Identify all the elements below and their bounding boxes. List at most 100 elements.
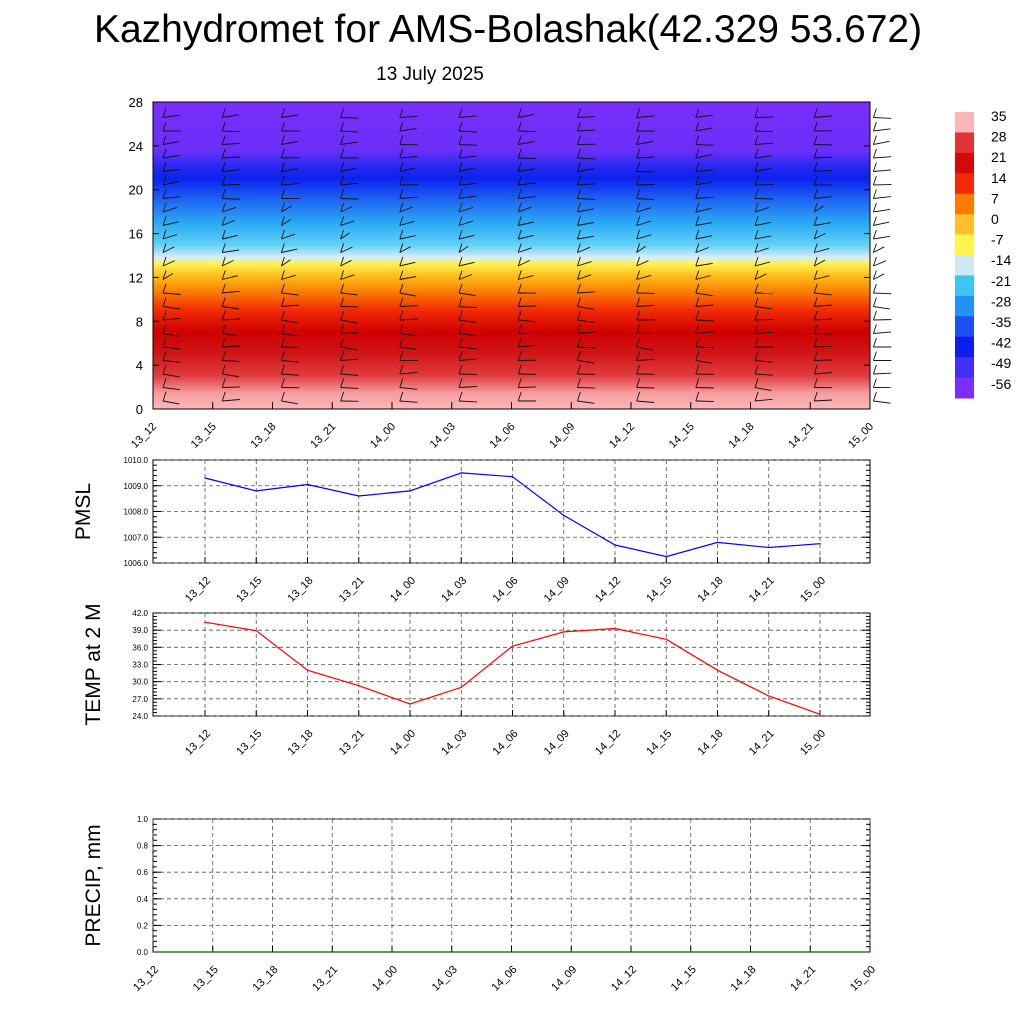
- wind-barb-flag: [636, 175, 641, 186]
- chart-title: Kazhydromet for AMS-Bolashak(42.329 53.6…: [93, 8, 923, 51]
- wind-barb: [162, 246, 175, 253]
- x-tick-label: 14_12: [607, 421, 637, 451]
- wind-barb-flag: [399, 297, 404, 307]
- x-tick-label: 14_21: [747, 728, 777, 758]
- wind-barb: [340, 274, 355, 280]
- wind-barb-flag: [340, 229, 345, 240]
- wind-barb: [458, 207, 474, 213]
- y-tick-label: 4: [136, 358, 143, 373]
- wind-barb-flag: [517, 175, 522, 186]
- colorbar-swatch: [955, 255, 974, 276]
- wind-barb-flag: [872, 283, 877, 294]
- wind-barb: [222, 399, 240, 402]
- x-tick-label: 14_06: [490, 964, 520, 994]
- wind-barb-flag: [458, 337, 463, 348]
- wind-barb-flag: [636, 189, 641, 199]
- wind-barb-flag: [399, 229, 404, 240]
- wind-barb: [162, 141, 180, 145]
- wind-barb: [340, 206, 353, 213]
- wind-barb-flag: [636, 216, 641, 226]
- wind-barb: [873, 306, 891, 310]
- wind-barb-flag: [162, 216, 167, 226]
- wind-barb: [222, 333, 240, 337]
- wind-barb: [162, 168, 181, 172]
- x-tick-label: 13_12: [129, 421, 159, 451]
- wind-barb-flag: [280, 391, 285, 402]
- wind-barb: [518, 386, 537, 388]
- wind-barb-flag: [517, 324, 522, 334]
- wind-barb-flag: [162, 297, 167, 307]
- wind-barb-flag: [162, 310, 167, 321]
- wind-barb-flag: [280, 378, 285, 388]
- wind-barb-flag: [576, 121, 581, 132]
- wind-barb-flag: [813, 337, 818, 348]
- wind-barb-flag: [813, 391, 818, 402]
- wind-barb: [754, 235, 772, 240]
- x-tick-label: 15_00: [846, 421, 876, 451]
- wind-barb-flag: [695, 310, 700, 321]
- wind-barb-flag: [517, 378, 522, 388]
- wind-barb-flag: [872, 310, 877, 321]
- wind-barb-flag: [399, 324, 404, 334]
- wind-barb: [636, 304, 655, 307]
- wind-barb: [754, 318, 773, 321]
- x-tick-label: 14_21: [747, 575, 777, 605]
- wind-barb-flag: [399, 148, 404, 159]
- wind-barb: [813, 259, 826, 267]
- wind-barb: [754, 184, 774, 186]
- wind-barb: [162, 306, 180, 310]
- wind-barb: [281, 360, 299, 363]
- wind-barb-flag: [399, 121, 404, 132]
- wind-barb-flag: [458, 378, 463, 388]
- wind-barb-flag: [458, 189, 463, 199]
- wind-barb: [577, 274, 592, 280]
- wind-barb-flag: [399, 202, 404, 213]
- wind-barb: [222, 114, 239, 118]
- wind-barb: [458, 274, 473, 280]
- wind-barb-flag: [162, 175, 167, 186]
- data-point: [749, 951, 752, 953]
- wind-barb-flag: [872, 391, 877, 402]
- x-tick-label: 14_06: [491, 575, 521, 605]
- y-tick-label: 39.0: [132, 626, 148, 635]
- wind-barb-flag: [517, 148, 522, 159]
- wind-barb: [281, 233, 296, 240]
- wind-barb: [222, 206, 237, 213]
- colorbar-label: 35: [991, 108, 1007, 124]
- wind-barb-flag: [576, 391, 581, 402]
- wind-barb: [873, 117, 892, 119]
- wind-barb-flag: [576, 310, 581, 321]
- wind-barb: [754, 142, 773, 145]
- y-tick-label: 0.4: [137, 895, 149, 904]
- wind-barb-flag: [754, 270, 759, 280]
- wind-barb-flag: [695, 175, 700, 186]
- x-tick-label: 13_12: [183, 728, 213, 758]
- wind-barb-flag: [162, 351, 167, 361]
- wind-barb-flag: [872, 216, 877, 226]
- colorbar-swatch: [955, 316, 974, 338]
- colorbar-label: -28: [991, 293, 1011, 309]
- wind-barb-flag: [458, 391, 463, 402]
- wind-barb: [399, 235, 416, 240]
- wind-barb-flag: [399, 391, 404, 402]
- wind-barb: [222, 360, 241, 362]
- wind-barb: [754, 198, 774, 200]
- wind-barb: [222, 184, 241, 186]
- wind-barb: [340, 232, 350, 240]
- wind-barb: [281, 400, 299, 405]
- wind-barb-flag: [872, 337, 877, 348]
- wind-barb: [636, 234, 652, 240]
- y-tick-label: 1006.0: [124, 559, 149, 568]
- wind-barb-flag: [813, 148, 818, 159]
- wind-barb: [636, 156, 655, 159]
- wind-barb: [695, 235, 712, 240]
- wind-barb-flag: [754, 283, 759, 294]
- wind-barb: [281, 205, 292, 213]
- data-point: [819, 543, 821, 545]
- wind-barb-flag: [280, 148, 285, 159]
- wind-barb-flag: [280, 364, 285, 375]
- wind-barb: [577, 346, 596, 349]
- colorbar-label: -42: [991, 335, 1011, 351]
- x-tick-label: 14_09: [549, 964, 579, 994]
- wind-barb: [281, 292, 299, 296]
